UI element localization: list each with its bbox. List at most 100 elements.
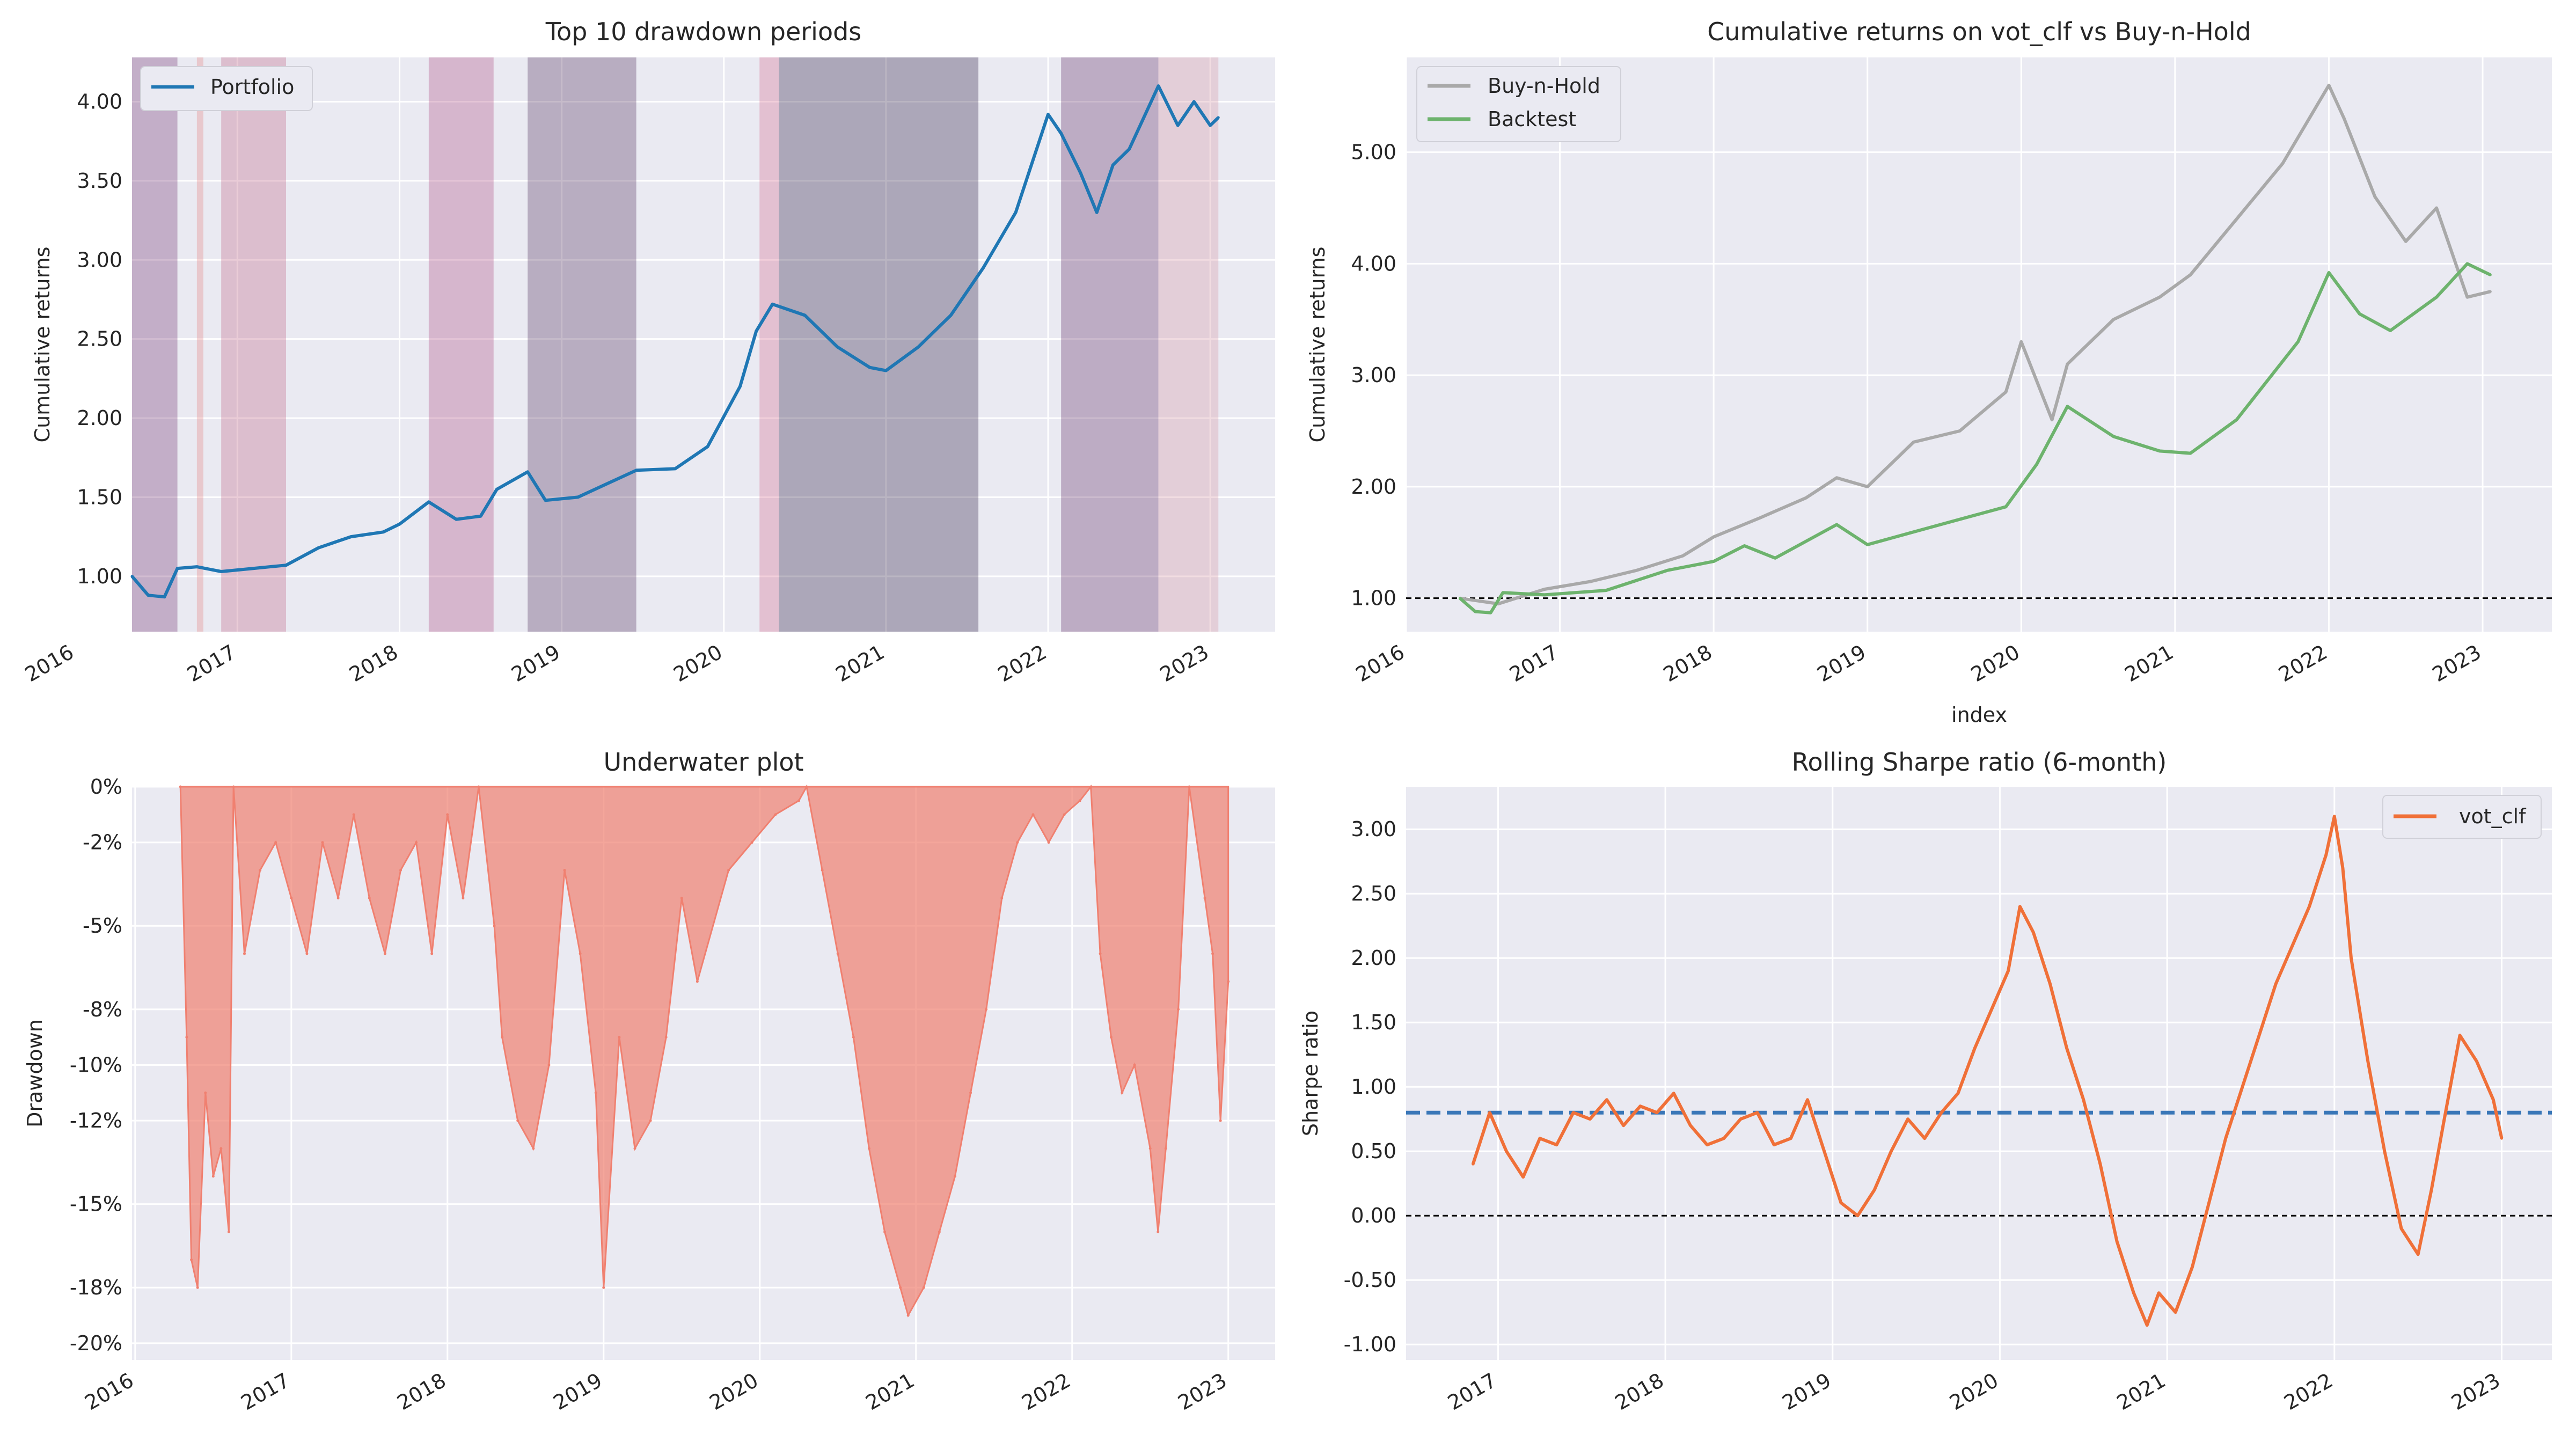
drawdown-point [368, 896, 371, 899]
drawdown-point [219, 1147, 223, 1150]
data-point-portfolio [284, 564, 288, 567]
data-point-portfolio [398, 523, 401, 526]
x-tick-label: 2017 [183, 640, 240, 686]
data-point-portfolio [317, 546, 320, 550]
data-point-vot-clf [1973, 1046, 1977, 1050]
data-point-portfolio [479, 515, 482, 518]
drawdown-point [399, 869, 402, 872]
legend: vot_clf [2382, 795, 2542, 839]
drawdown-period-band [1061, 57, 1159, 632]
y-tick-label: 3.00 [1351, 817, 1396, 841]
drawdown-point [805, 785, 808, 788]
drawdown-point [446, 813, 449, 816]
y-tick-label: 1.00 [1351, 587, 1396, 610]
data-point-buy-n-hold [2435, 206, 2438, 209]
data-point-backtest [1458, 597, 1461, 600]
y-tick-label: 1.00 [1351, 1075, 1396, 1099]
data-point-vot-clf [1589, 1117, 1592, 1121]
data-point-vot-clf [2082, 1098, 2085, 1101]
data-point-vot-clf [2032, 931, 2035, 934]
drawdown-point [1164, 1147, 1167, 1150]
data-point-vot-clf [1538, 1137, 1541, 1140]
drawdown-point [1047, 841, 1050, 844]
data-point-vot-clf [1605, 1098, 1608, 1101]
drawdown-point [985, 1008, 988, 1011]
data-point-portfolio [1192, 100, 1196, 104]
drawdown-point [477, 785, 480, 788]
drawdown-point [1188, 785, 1191, 788]
drawdown-point [185, 1036, 188, 1039]
drawdown-point [1031, 813, 1035, 816]
data-point-vot-clf [2224, 1137, 2227, 1140]
drawdown-period-band [132, 57, 178, 632]
data-point-vot-clf [2350, 956, 2353, 960]
data-point-vot-clf [1856, 1214, 1860, 1217]
drawdown-point [579, 952, 582, 955]
y-tick-label: 3.50 [77, 169, 122, 193]
legend-box [140, 66, 313, 111]
drawdown-point [493, 924, 496, 927]
data-point-backtest [2004, 505, 2008, 508]
data-point-vot-clf [1521, 1175, 1525, 1179]
legend-box [2382, 795, 2542, 839]
y-tick-labels: 0% -2% -5% -8% -10% -12% -15% -18% -20% [70, 775, 122, 1355]
x-tick-label: 2020 [1945, 1368, 2002, 1415]
data-point-buy-n-hold [2373, 195, 2376, 199]
data-point-vot-clf [2065, 1046, 2068, 1050]
legend-label-backtest: Backtest [1488, 107, 1576, 131]
data-point-vot-clf [1823, 1150, 1826, 1153]
drawdown-point [727, 869, 730, 872]
drawdown-point [462, 896, 465, 899]
y-tick-labels: 1.00 2.00 3.00 4.00 5.00 [1351, 141, 1396, 610]
x-tick-labels: 2016 2017 2018 2019 2020 2021 2022 2023 [1352, 640, 2485, 686]
x-tick-label: 2020 [1967, 640, 2024, 686]
data-point-buy-n-hold [2465, 296, 2469, 299]
y-tick-label: -1.00 [1344, 1333, 1396, 1356]
data-point-vot-clf [1957, 1092, 1960, 1095]
drawdown-point [1078, 799, 1081, 802]
data-point-buy-n-hold [2343, 117, 2346, 120]
series-line-portfolio [130, 84, 1220, 599]
plot-area [1406, 57, 2552, 632]
x-tick-label: 2017 [237, 1368, 294, 1415]
data-point-vot-clf [2500, 1137, 2503, 1140]
data-point-vot-clf [2366, 1059, 2369, 1063]
data-point-vot-clf [2174, 1311, 2177, 1314]
drawdown-point [274, 841, 277, 844]
data-point-backtest [2358, 312, 2361, 316]
data-point-backtest [2112, 435, 2115, 438]
data-point-buy-n-hold [1958, 429, 1962, 433]
gridlines [74, 57, 1275, 632]
y-tick-label: 0.50 [1351, 1139, 1396, 1163]
drawdown-point [1016, 841, 1019, 844]
data-point-backtest [2235, 418, 2238, 421]
data-point-vot-clf [2132, 1291, 2135, 1294]
data-point-buy-n-hold [2489, 290, 2492, 293]
y-tick-label: 2.50 [77, 327, 122, 351]
y-tick-label: 4.00 [77, 90, 122, 114]
data-point-backtest [2465, 262, 2469, 265]
data-point-portfolio [252, 567, 255, 570]
x-tick-labels: 2016 2017 2018 2019 2020 2021 2022 2023 [21, 640, 1213, 686]
x-tick-label: 2018 [1611, 1368, 1668, 1415]
chart-title: Underwater plot [603, 748, 803, 777]
chart-title: Cumulative returns on vot_clf vs Buy-n-H… [1707, 17, 2251, 46]
legend-label-buy-n-hold: Buy-n-Hold [1488, 74, 1600, 98]
drawdown-point [633, 1147, 636, 1150]
data-point-vot-clf [1572, 1111, 1575, 1114]
y-tick-label: 5.00 [1351, 141, 1396, 164]
data-point-vot-clf [2157, 1291, 2161, 1294]
data-point-backtest [1489, 611, 1492, 614]
drawdown-point [290, 896, 293, 899]
drawdown-point [196, 1286, 199, 1289]
data-point-vot-clf [2207, 1201, 2211, 1204]
x-tick-label: 2016 [81, 1368, 138, 1415]
x-tick-label: 2018 [345, 640, 402, 686]
data-point-vot-clf [1773, 1143, 1776, 1146]
data-point-portfolio [1157, 84, 1160, 87]
y-tick-label: 1.50 [1351, 1011, 1396, 1034]
data-point-vot-clf [1706, 1143, 1709, 1146]
drawdown-point [750, 841, 753, 844]
data-point-buy-n-hold [2189, 273, 2192, 276]
x-tick-label: 2018 [393, 1368, 450, 1415]
